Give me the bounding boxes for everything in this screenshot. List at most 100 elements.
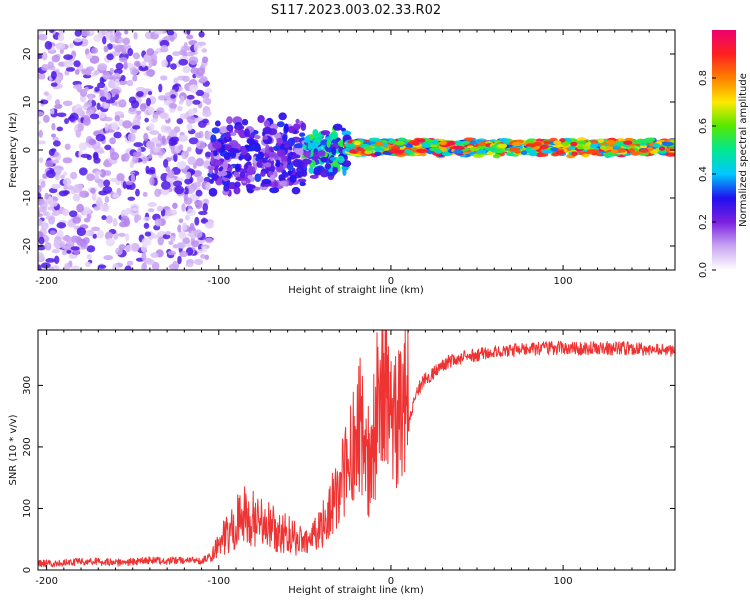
spectrogram-cell	[56, 222, 67, 229]
spectrogram-cell	[76, 227, 86, 237]
spectrogram-cell	[344, 160, 351, 166]
spectrogram-cell	[93, 70, 100, 76]
y-tick-label: 0	[22, 567, 33, 573]
spectrogram-cell	[54, 173, 60, 181]
spectrogram-cell	[233, 186, 241, 195]
snr-axes: -200 -100 0 100 0 100 200 300	[22, 330, 675, 587]
spectrogram-cell	[639, 144, 647, 150]
spectrogram-cell	[53, 239, 64, 249]
spectrogram-cell	[265, 167, 272, 172]
spectrogram-cell	[86, 245, 96, 253]
spectrogram-cell	[157, 133, 162, 141]
spectrogram-cell	[54, 255, 60, 265]
spectrogram-cell	[172, 202, 178, 209]
spectrogram-cell	[326, 171, 336, 177]
spectrogram-cell	[109, 151, 120, 161]
spectrogram-cell	[128, 96, 137, 104]
spectrogram-cell	[239, 171, 246, 178]
spectrogram-cell	[61, 241, 66, 250]
spectrogram-cell	[58, 190, 69, 197]
spectrogram-cell	[97, 149, 105, 154]
spectrogram-cell	[116, 173, 125, 182]
spectrogram-cell	[279, 180, 288, 187]
spectrogram-cell	[497, 143, 508, 148]
spectrogram-cell	[187, 156, 196, 165]
spectrogram-cell	[188, 56, 199, 65]
spectrogram-cell	[103, 159, 110, 167]
spectrogram-cell	[123, 218, 131, 227]
spectrogram-cell	[44, 40, 53, 50]
spectrogram-cell	[111, 121, 119, 131]
spectrogram-cell	[630, 151, 640, 156]
spectrogram-cell	[160, 45, 169, 50]
spectrogram-cell	[152, 111, 159, 121]
spectrogram-cell	[303, 150, 311, 158]
spectrogram-cell	[72, 216, 82, 224]
spectrogram-cell	[169, 130, 178, 138]
spectrogram-cell	[38, 129, 43, 138]
spectrogram-cell	[132, 68, 139, 74]
spectrogram-cell	[202, 202, 209, 212]
spectrogram-cell	[130, 203, 140, 211]
y-tick-label: -20	[22, 238, 33, 254]
spectrogram-cell	[176, 161, 187, 170]
spectrogram-cell	[109, 34, 116, 43]
spectrogram-cell	[204, 254, 210, 260]
spectrogram-cell	[94, 171, 102, 176]
spectrogram-cell	[128, 107, 138, 115]
spectrogram-cell	[50, 108, 55, 115]
spectrogram-cell	[89, 55, 100, 64]
y-tick-label: 10	[22, 96, 33, 109]
spectrogram-cell	[143, 132, 149, 142]
spectrogram-cell	[182, 222, 188, 231]
spectrogram-cell	[104, 144, 112, 151]
spectrogram-cell	[112, 192, 120, 199]
colorbar-tick-label: 0.6	[698, 118, 709, 134]
spectrogram-cell	[441, 151, 453, 157]
spectrogram-cell	[40, 262, 51, 269]
spectrogram-cell	[135, 188, 140, 197]
spectrogram-cell	[141, 156, 149, 162]
spectrogram-cell	[278, 112, 287, 121]
spectrogram-cell	[99, 96, 107, 102]
spectrogram-cell	[287, 170, 293, 176]
spectrogram-cell	[192, 99, 201, 105]
spectrogram-cell	[215, 160, 223, 166]
spectrogram-cell	[291, 186, 301, 195]
spectrogram-cell	[127, 48, 134, 57]
spectrogram-cell	[196, 140, 206, 150]
spectrogram-cell	[219, 150, 229, 157]
spectrogram-cell	[234, 124, 245, 131]
spectrogram-cell	[90, 47, 99, 54]
spectrogram-cell	[159, 39, 170, 48]
spectrogram-cell	[41, 51, 48, 61]
spectrogram-cell	[99, 203, 110, 212]
spectrogram-cell	[299, 132, 306, 137]
spectrogram-cell	[196, 175, 204, 183]
spectrogram-cell	[202, 110, 212, 117]
spectrogram-cell	[130, 242, 140, 252]
spectrogram-cell	[303, 160, 308, 168]
spectrogram-cell	[191, 169, 196, 175]
spectrogram-cell	[182, 66, 191, 74]
spectrogram-cell	[55, 42, 66, 50]
spectrogram-cell	[42, 114, 50, 123]
spectrogram-cell	[147, 91, 153, 96]
spectrogram-cell	[154, 218, 162, 227]
spectrogram-cell	[204, 221, 214, 229]
spectrogram-cell	[84, 86, 89, 92]
spectrogram-cell	[124, 265, 133, 270]
spectrogram-cell	[167, 169, 175, 179]
spectrogram-cell	[183, 194, 189, 202]
spectrogram-cell	[62, 157, 73, 164]
spectrogram-cell	[204, 151, 212, 158]
spectrogram-cell	[222, 160, 229, 170]
spectrogram-cell	[77, 122, 85, 132]
spectrogram-cell	[39, 157, 44, 164]
spectrogram-cell	[194, 132, 202, 139]
spectrogram-cell	[159, 113, 168, 119]
spectrogram-cell	[125, 244, 133, 253]
colorbar-tick-label: 0.2	[698, 214, 709, 230]
spectrogram-cell	[570, 142, 578, 147]
spectrogram-cell	[54, 99, 61, 106]
